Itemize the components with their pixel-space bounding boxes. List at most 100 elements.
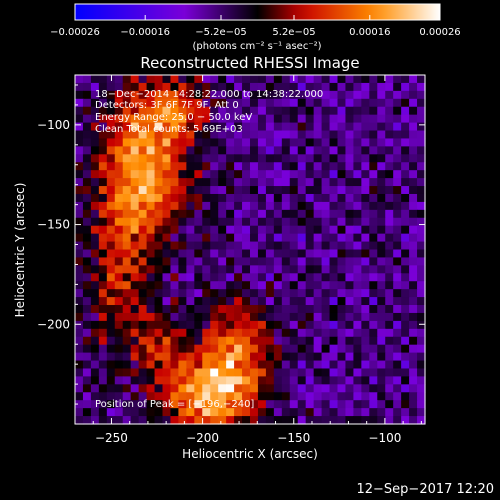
heatmap-cell	[289, 360, 299, 370]
heatmap-cell	[114, 122, 124, 132]
heatmap-cell	[401, 328, 410, 338]
heatmap-cell	[337, 233, 347, 243]
heatmap-cell	[82, 217, 92, 227]
heatmap-cell	[210, 257, 219, 266]
heatmap-cell	[345, 312, 354, 322]
heatmap-cell	[130, 344, 140, 354]
heatmap-cell	[401, 162, 410, 171]
heatmap-cell	[265, 154, 275, 163]
heatmap-cell	[305, 384, 315, 393]
heatmap-cell	[146, 336, 156, 346]
heatmap-cell	[337, 106, 347, 116]
heatmap-cell	[329, 98, 339, 108]
heatmap-cell	[297, 154, 307, 163]
heatmap-cell	[385, 233, 394, 243]
heatmap-cell	[170, 201, 179, 211]
heatmap-cell	[329, 186, 339, 195]
heatmap-cell	[321, 130, 331, 140]
heatmap-cell	[154, 265, 164, 274]
heatmap-cell	[194, 273, 203, 282]
heatmap-cell	[202, 344, 211, 354]
heatmap-cell	[234, 146, 243, 155]
heatmap-cell	[329, 368, 339, 378]
heatmap-cell	[345, 130, 354, 140]
heatmap-cell	[106, 217, 116, 227]
heatmap-cell	[313, 75, 323, 84]
heatmap-cell	[122, 225, 132, 235]
heatmap-cell	[305, 416, 315, 425]
heatmap-cell	[162, 114, 172, 124]
heatmap-cell	[281, 336, 291, 346]
heatmap-cell	[138, 106, 148, 116]
heatmap-cell	[337, 289, 347, 298]
heatmap-cell	[202, 352, 211, 362]
heatmap-cell	[138, 225, 148, 235]
heatmap-cell	[369, 328, 378, 338]
heatmap-cell	[162, 106, 172, 116]
heatmap-cell	[337, 408, 347, 417]
heatmap-cell	[265, 281, 275, 290]
heatmap-cell	[393, 233, 402, 243]
heatmap-cell	[337, 75, 347, 84]
heatmap-cell	[186, 392, 195, 401]
heatmap-cell	[345, 146, 354, 155]
heatmap-cell	[226, 225, 235, 235]
heatmap-cell	[417, 130, 426, 140]
heatmap-cell	[162, 392, 172, 401]
heatmap-cell	[106, 297, 116, 306]
heatmap-cell	[75, 352, 84, 362]
heatmap-cell	[82, 352, 92, 362]
heatmap-cell	[226, 281, 235, 290]
heatmap-cell	[313, 241, 323, 251]
heatmap-cell	[369, 360, 378, 370]
heatmap-cell	[289, 162, 299, 171]
heatmap-cell	[345, 225, 354, 235]
heatmap-cell	[106, 249, 116, 259]
heatmap-cell	[417, 384, 426, 393]
heatmap-cell	[369, 233, 378, 243]
heatmap-cell	[257, 257, 267, 266]
heatmap-cell	[98, 241, 108, 251]
heatmap-cell	[75, 297, 84, 306]
heatmap-cell	[130, 138, 140, 147]
heatmap-cell	[162, 376, 172, 385]
heatmap-cell	[393, 154, 402, 163]
heatmap-cell	[305, 249, 315, 259]
heatmap-cell	[186, 265, 195, 274]
heatmap-cell	[170, 209, 179, 219]
heatmap-cell	[321, 146, 331, 155]
heatmap-cell	[114, 75, 124, 84]
heatmap-cell	[369, 98, 378, 108]
heatmap-cell	[281, 193, 291, 203]
heatmap-cell	[297, 130, 307, 140]
heatmap-cell	[361, 400, 370, 409]
heatmap-cell	[257, 336, 267, 346]
heatmap-cell	[114, 217, 124, 227]
heatmap-cell	[401, 114, 410, 124]
heatmap-cell	[234, 273, 243, 282]
heatmap-cell	[106, 98, 116, 108]
heatmap-cell	[393, 225, 402, 235]
heatmap-cell	[289, 249, 299, 259]
heatmap-cell	[401, 352, 410, 362]
heatmap-cell	[75, 90, 84, 100]
heatmap-cell	[417, 416, 426, 425]
heatmap-cell	[75, 209, 84, 219]
heatmap-cell	[154, 193, 164, 203]
heatmap-cell	[401, 360, 410, 370]
heatmap-cell	[90, 400, 100, 409]
heatmap-cell	[162, 312, 172, 322]
heatmap-cell	[297, 384, 307, 393]
heatmap-cell	[210, 233, 219, 243]
heatmap-cell	[401, 170, 410, 179]
heatmap-cell	[313, 368, 323, 378]
heatmap-cell	[297, 273, 307, 282]
heatmap-cell	[257, 320, 267, 330]
heatmap-cell	[202, 336, 211, 346]
heatmap-cell	[345, 352, 354, 362]
heatmap-cell	[162, 368, 172, 378]
heatmap-cell	[281, 352, 291, 362]
heatmap-cell	[90, 352, 100, 362]
heatmap-cell	[250, 328, 259, 338]
heatmap-cell	[75, 82, 84, 92]
